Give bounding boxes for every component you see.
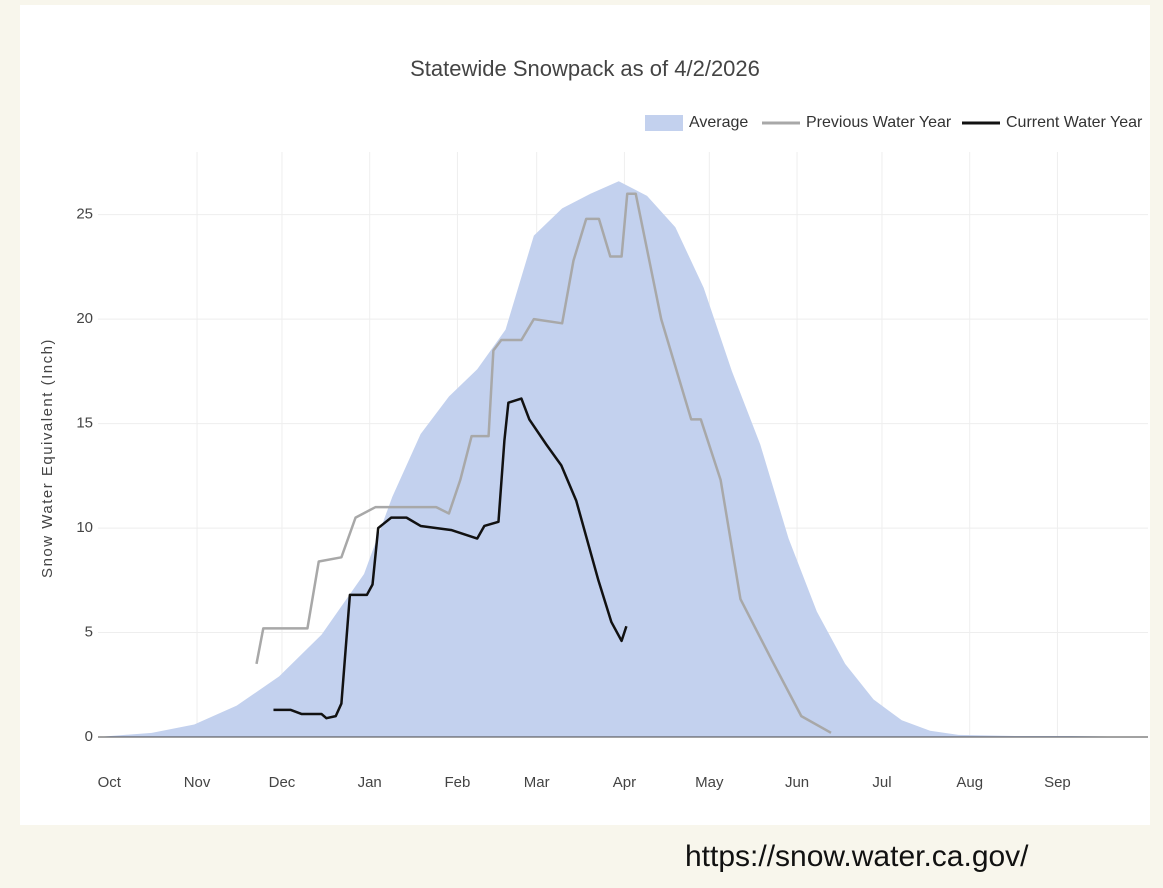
series-line (273, 397, 628, 720)
plot: 0 5 10 15 20 25 Oct Nov Dec Jan Feb Mar Apr May Jun Jul… (76, 152, 1148, 791)
average-area (98, 181, 1148, 737)
x-tick-label: Apr (613, 774, 636, 791)
x-tick-label: Feb (445, 774, 471, 791)
legend-label: Previous Water Year (806, 114, 952, 131)
x-tick-label: Sep (1044, 774, 1071, 791)
legend-label: Average (689, 114, 748, 131)
y-tick-label: 25 (76, 206, 93, 223)
y-tick-label: 10 (76, 519, 93, 536)
y-tick-label: 0 (85, 728, 93, 745)
legend: Average Previous Water Year Current Water … (645, 114, 1143, 131)
x-tick-label: Oct (98, 774, 122, 791)
y-axis-label: Snow Water Equivalent (Inch) (39, 338, 56, 578)
y-tick-label: 5 (85, 624, 93, 641)
x-tick-label: Aug (956, 774, 983, 791)
x-tick-label: Jun (785, 774, 809, 791)
legend-label: Current Water Year (1006, 114, 1143, 131)
x-tick-label: Jan (358, 774, 382, 791)
series-line (255, 192, 832, 734)
x-tick-label: Jul (872, 774, 891, 791)
x-tick-label: Nov (184, 774, 211, 791)
y-tick-label: 20 (76, 310, 93, 327)
legend-swatch (645, 115, 683, 131)
x-tick-label: Dec (269, 774, 296, 791)
x-tick-label: Mar (524, 774, 550, 791)
chart-title: Statewide Snowpack as of 4/2/2026 (410, 56, 760, 81)
source-url: https://snow.water.ca.gov/ (685, 840, 1029, 873)
x-tick-label: May (695, 774, 724, 791)
y-tick-label: 15 (76, 415, 93, 432)
